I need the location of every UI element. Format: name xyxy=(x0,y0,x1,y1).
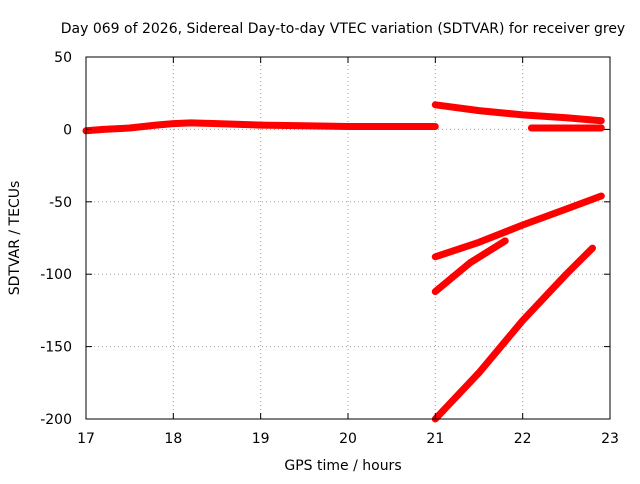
x-tick-label: 17 xyxy=(77,431,95,447)
x-tick-label: 23 xyxy=(601,431,619,447)
y-tick-label: 0 xyxy=(63,122,72,138)
series-line-6 xyxy=(431,244,596,423)
x-axis-label: GPS time / hours xyxy=(284,458,401,474)
x-tick-label: 22 xyxy=(514,431,532,447)
x-tick-label: 19 xyxy=(252,431,270,447)
data-series xyxy=(82,101,605,423)
y-tick-label: -100 xyxy=(40,267,72,283)
y-tick-label: 50 xyxy=(54,50,72,66)
y-tick-label: -200 xyxy=(40,412,72,428)
series-line-4 xyxy=(431,192,605,261)
y-tick-label: -50 xyxy=(49,195,72,211)
y-axis-label: SDTVAR / TECUs xyxy=(7,181,23,296)
axis-ticks: 17 18 19 20 21 22 23 -200 -150 -100 -50 0 50 xyxy=(40,50,619,447)
series-line-1 xyxy=(82,119,439,135)
series-line-2 xyxy=(431,101,605,125)
chart-title: Day 069 of 2026, Sidereal Day-to-day VTE… xyxy=(61,21,625,37)
grid xyxy=(86,57,610,419)
x-tick-label: 20 xyxy=(339,431,357,447)
y-tick-label: -150 xyxy=(40,340,72,356)
x-tick-label: 21 xyxy=(426,431,444,447)
x-tick-label: 18 xyxy=(164,431,182,447)
series-line-5 xyxy=(431,237,509,296)
